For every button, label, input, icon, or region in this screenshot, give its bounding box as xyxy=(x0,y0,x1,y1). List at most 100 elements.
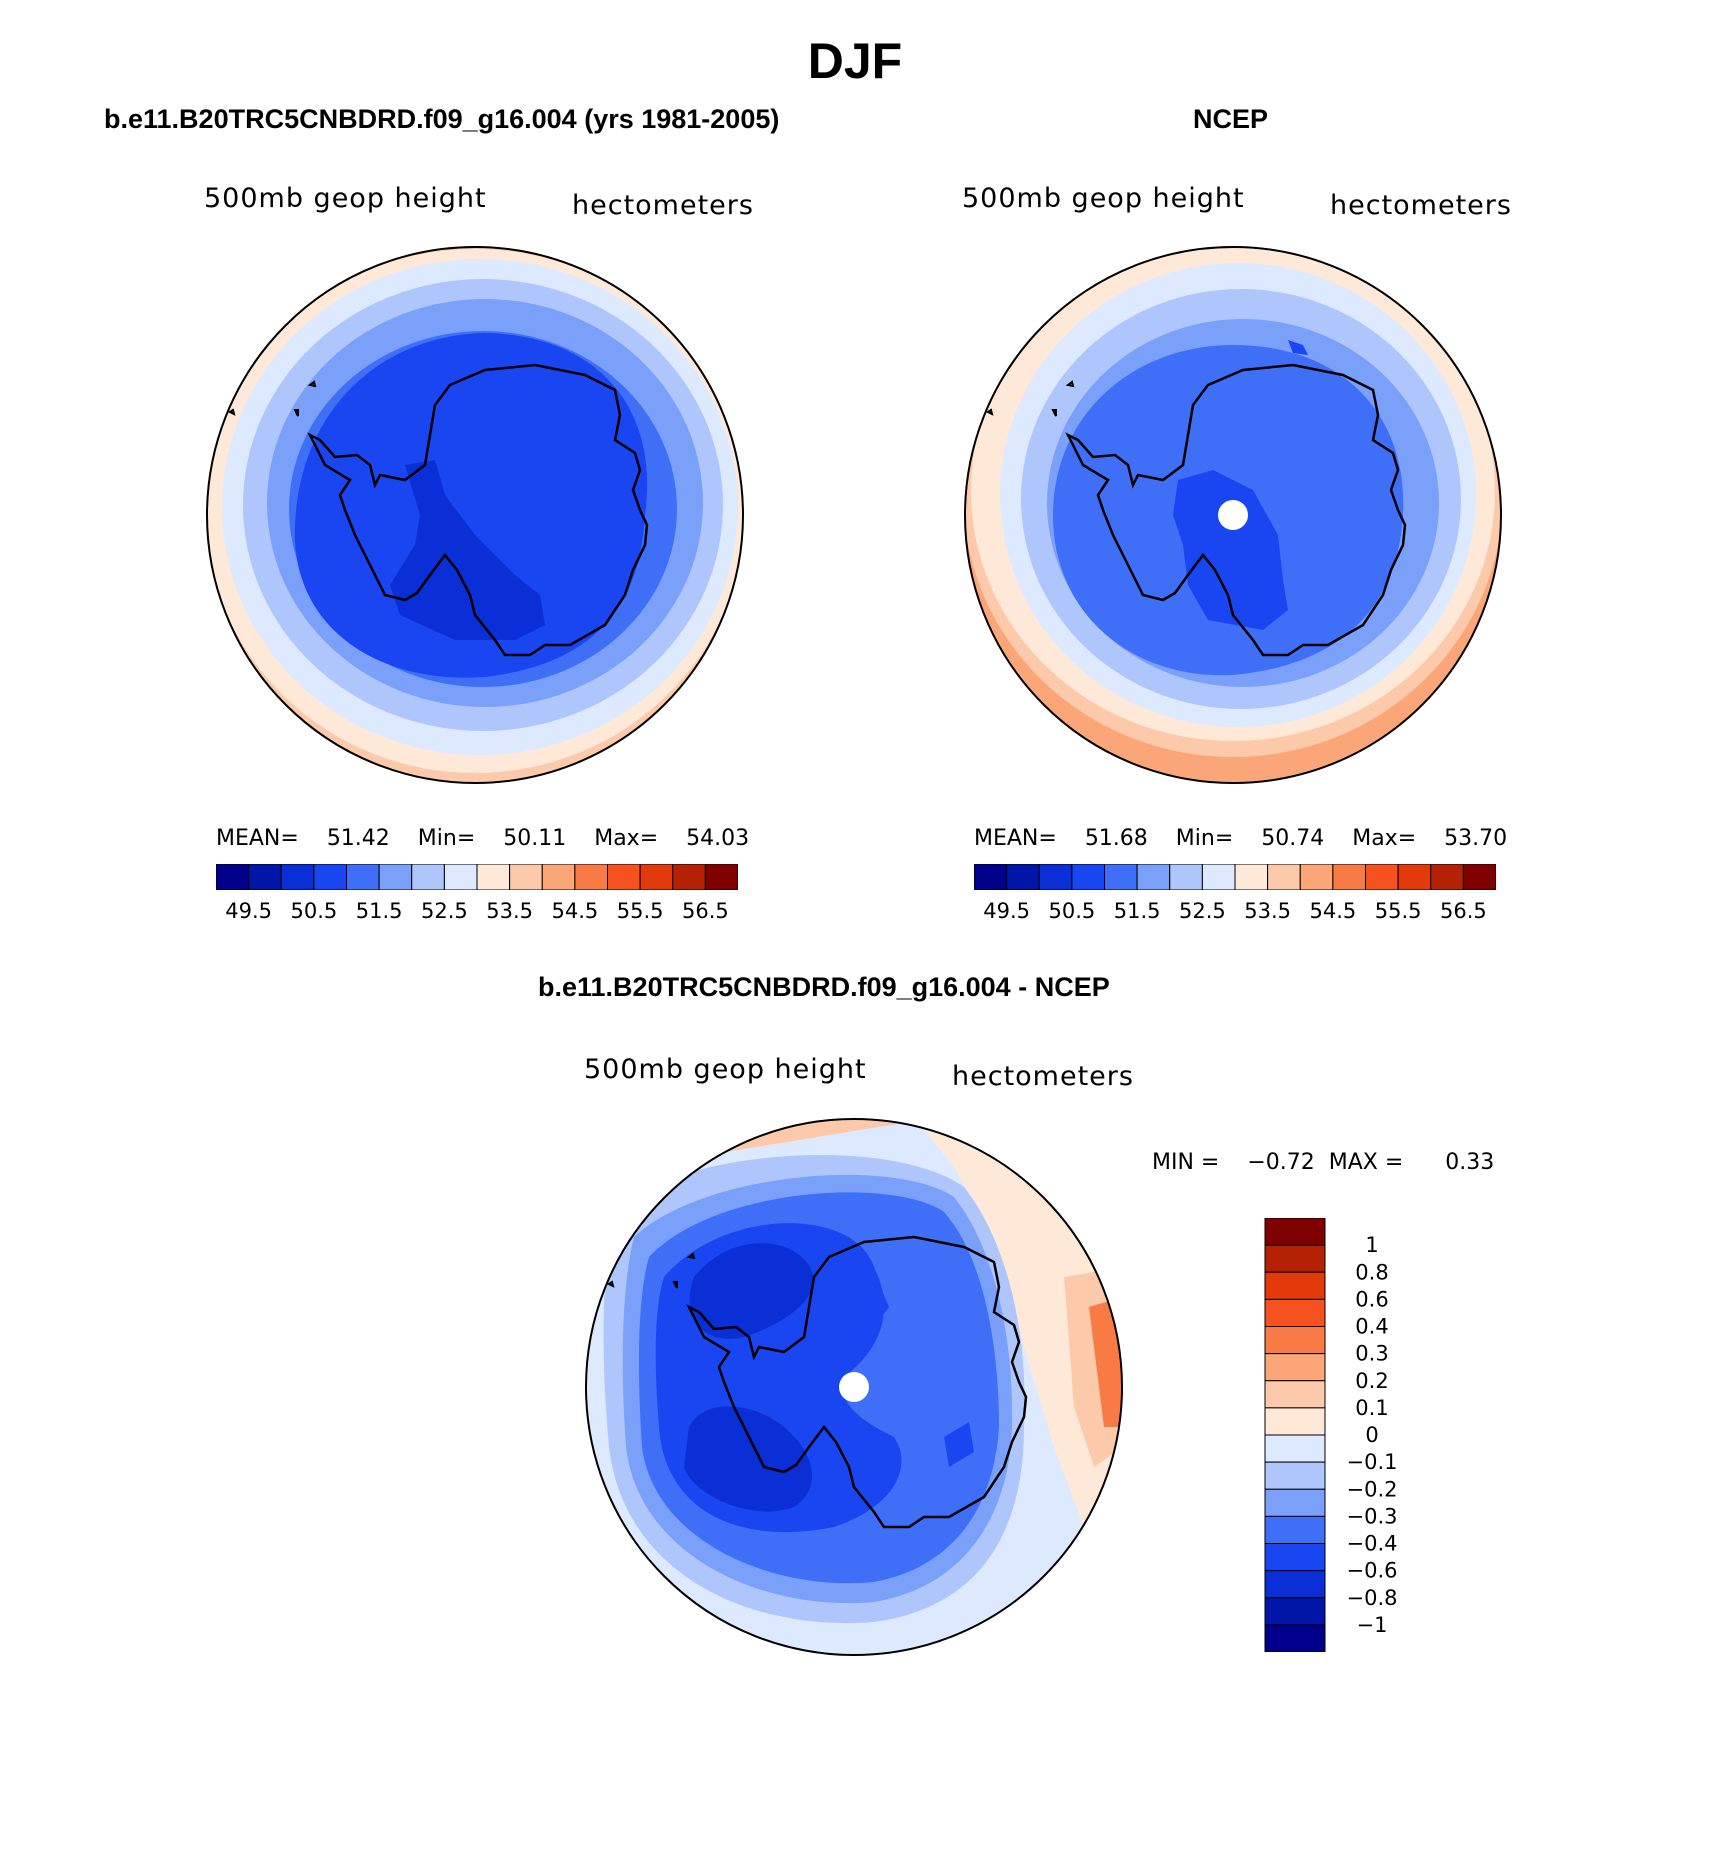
colorbar-swatch xyxy=(541,863,576,891)
panel-1-title: b.e11.B20TRC5CNBDRD.f09_g16.004 (yrs 198… xyxy=(104,104,780,134)
map-border xyxy=(964,246,1502,784)
colorbar-tick-label: 54.5 xyxy=(1309,899,1356,923)
colorbar-tick-label: 0.4 xyxy=(1355,1315,1388,1339)
colorbar-swatch xyxy=(1264,1488,1326,1517)
panel-1-contours xyxy=(207,247,743,783)
colorbar-swatch xyxy=(1264,1434,1326,1463)
colorbar-tick-label: 52.5 xyxy=(421,899,468,923)
panel-3-stats: MIN = −0.72 MAX = 0.33 xyxy=(1152,1150,1494,1175)
colorbar-swatch xyxy=(1299,863,1334,891)
map-border xyxy=(206,246,744,784)
island-outlines xyxy=(607,1252,696,1289)
panel-1-units-label: hectometers xyxy=(572,190,754,221)
colorbar-tick-label: 0.3 xyxy=(1355,1342,1388,1366)
colorbar-tick-label: 55.5 xyxy=(617,899,664,923)
colorbar-swatch xyxy=(1332,863,1366,891)
colorbar-swatch xyxy=(704,863,739,891)
colorbar-tick-label: 49.5 xyxy=(225,899,272,923)
page-title: DJF xyxy=(807,33,903,89)
colorbar-tick-label: 56.5 xyxy=(1440,899,1487,923)
colorbar-tick-label: 55.5 xyxy=(1375,899,1422,923)
mean-value: 51.68 xyxy=(1084,826,1148,851)
colorbar-tick-label: −0.1 xyxy=(1347,1450,1398,1474)
colorbar-swatch xyxy=(574,863,608,891)
min-value: 50.11 xyxy=(503,826,567,851)
panel-2-units-label: hectometers xyxy=(1330,190,1512,221)
max-value: 54.03 xyxy=(686,826,750,851)
panel-2-map xyxy=(964,246,1502,784)
colorbar-swatch xyxy=(313,863,347,891)
colorbar-tick-label: 56.5 xyxy=(682,899,729,923)
min-value: 50.74 xyxy=(1261,826,1325,851)
colorbar-swatch xyxy=(1264,1543,1326,1572)
colorbar-swatch xyxy=(1104,863,1138,891)
max-value: 0.33 xyxy=(1445,1150,1495,1175)
mean-label: MEAN= xyxy=(216,826,299,851)
colorbar-swatch xyxy=(1264,1461,1326,1490)
mean-value: 51.42 xyxy=(326,826,390,851)
colorbar-tick-label: 54.5 xyxy=(551,899,598,923)
colorbar-swatch xyxy=(378,863,413,891)
colorbar-tick-label: 53.5 xyxy=(486,899,533,923)
contour-pos-0.3 xyxy=(1089,1297,1122,1427)
colorbar-swatch xyxy=(607,863,641,891)
panel-2-colorbar-labels: 49.5 50.5 51.5 52.5 53.5 54.5 55.5 56.5 xyxy=(974,896,1496,926)
colorbar-tick-label: −1 xyxy=(1357,1613,1388,1637)
contour-50.5-small xyxy=(1288,340,1308,355)
colorbar-swatch xyxy=(1136,863,1171,891)
colorbar-tick-label: 51.5 xyxy=(1114,899,1161,923)
colorbar-tick-label: −0.8 xyxy=(1347,1586,1398,1610)
colorbar-swatch xyxy=(639,863,674,891)
panel-1-colorbar xyxy=(215,863,739,891)
map-border xyxy=(585,1118,1123,1656)
colorbar-swatch xyxy=(476,863,511,891)
panel-2-colorbar-swatches xyxy=(973,863,1497,891)
panel-3-field-label: 500mb geop height xyxy=(584,1054,867,1085)
contour-50.5 xyxy=(1173,470,1288,630)
panel-3-colorbar xyxy=(1264,1217,1326,1653)
colorbar-tick-label: 0.8 xyxy=(1355,1260,1388,1284)
colorbar-swatch xyxy=(1264,1217,1326,1246)
colorbar-swatch xyxy=(973,863,1008,891)
colorbar-tick-label: −0.6 xyxy=(1347,1559,1398,1583)
pole-hole xyxy=(839,1372,869,1402)
colorbar-tick-label: 0 xyxy=(1365,1423,1378,1447)
colorbar-swatch xyxy=(248,863,282,891)
contour-neg-0.4-c xyxy=(944,1422,974,1467)
colorbar-tick-label: 50.5 xyxy=(1048,899,1095,923)
colorbar-tick-label: 0.1 xyxy=(1355,1396,1388,1420)
colorbar-swatch xyxy=(672,863,706,891)
panel-3-title: b.e11.B20TRC5CNBDRD.f09_g16.004 - NCEP xyxy=(538,972,1110,1002)
panel-1-tick-labels: 49.5 50.5 51.5 52.5 53.5 54.5 55.5 56.5 xyxy=(225,899,729,923)
colorbar-swatch xyxy=(1462,863,1497,891)
panel-2-colorbar xyxy=(973,863,1497,891)
contour-neg-0.4-b xyxy=(834,1267,889,1327)
panel-3-map xyxy=(585,1118,1123,1656)
contour-neg-0.6-b xyxy=(684,1406,813,1512)
pole-hole xyxy=(1218,500,1248,530)
colorbar-swatch xyxy=(1264,1353,1326,1382)
panel-1-field-label: 500mb geop height xyxy=(204,183,487,214)
colorbar-tick-label: −0.3 xyxy=(1347,1504,1398,1528)
colorbar-tick-label: 53.5 xyxy=(1244,899,1291,923)
colorbar-swatch xyxy=(280,863,315,891)
min-value: −0.72 xyxy=(1247,1150,1315,1175)
panel-1-map xyxy=(206,246,744,784)
mean-label: MEAN= xyxy=(974,826,1057,851)
colorbar-swatch xyxy=(1264,1380,1326,1409)
panel-2-title: NCEP xyxy=(1193,104,1269,134)
colorbar-swatch xyxy=(346,863,380,891)
colorbar-swatch xyxy=(1264,1597,1326,1626)
min-label: Min= xyxy=(417,826,476,851)
colorbar-tick-label: 0.2 xyxy=(1355,1369,1388,1393)
colorbar-tick-label: 50.5 xyxy=(290,899,337,923)
panel-2-field-label: 500mb geop height xyxy=(962,183,1245,214)
colorbar-swatch xyxy=(1264,1515,1326,1544)
colorbar-swatch xyxy=(1264,1244,1326,1273)
panel-3-colorbar-labels: 1 0.8 0.6 0.4 0.3 0.2 0.1 0 −0.1 −0.2 −0.3 −0.4 −0.6… xyxy=(1330,1218,1430,1652)
min-label: MIN = xyxy=(1152,1150,1220,1175)
panel-2-tick-labels: 49.5 50.5 51.5 52.5 53.5 54.5 55.5 56.5 xyxy=(983,899,1487,923)
panel-3-colorbar-swatches xyxy=(1264,1217,1326,1653)
colorbar-swatch xyxy=(1201,863,1236,891)
panel-3-units-label: hectometers xyxy=(952,1061,1134,1092)
